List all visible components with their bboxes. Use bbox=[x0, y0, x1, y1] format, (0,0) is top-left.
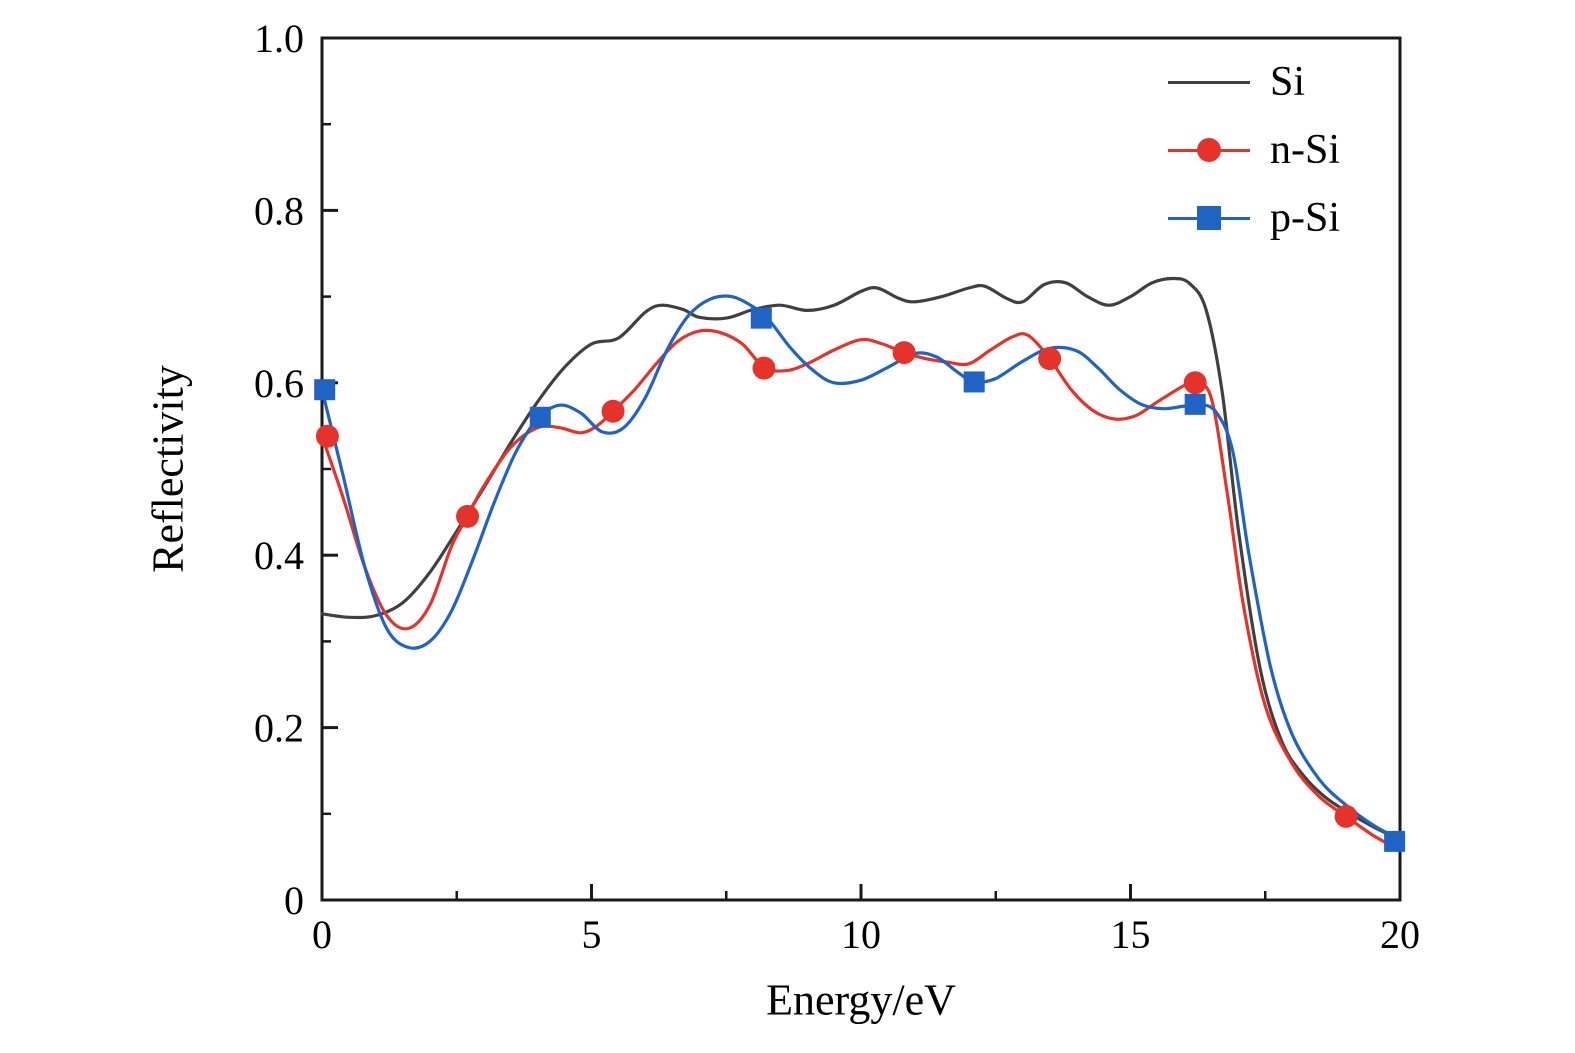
legend-label-p-si: p-Si bbox=[1270, 195, 1341, 241]
series-line-p-Si bbox=[320, 294, 1402, 842]
legend-item-p-si: p-Si bbox=[1168, 194, 1340, 242]
marker-square-p-Si bbox=[1384, 830, 1406, 852]
marker-square-p-Si bbox=[1184, 393, 1206, 415]
x-tick-label: 15 bbox=[1111, 912, 1151, 957]
x-tick-label: 5 bbox=[582, 912, 602, 957]
y-tick-label: 0 bbox=[284, 878, 304, 923]
marker-circle-n-Si bbox=[1334, 804, 1358, 828]
si-line-swatch bbox=[1168, 80, 1250, 84]
p-si-square-marker-icon bbox=[1197, 206, 1221, 230]
marker-square-p-Si bbox=[750, 307, 772, 329]
x-tick-label: 0 bbox=[312, 912, 332, 957]
y-axis-label: Reflectivity bbox=[143, 365, 193, 573]
y-tick-label: 0.4 bbox=[254, 533, 304, 578]
y-tick-label: 0.8 bbox=[254, 188, 304, 233]
marker-circle-n-Si bbox=[1038, 347, 1062, 371]
legend-label-si: Si bbox=[1270, 59, 1306, 105]
marker-square-p-Si bbox=[529, 406, 551, 428]
n-si-circle-marker-icon bbox=[1197, 138, 1221, 162]
x-tick-label: 20 bbox=[1380, 912, 1420, 957]
marker-circle-n-Si bbox=[315, 424, 339, 448]
marker-circle-n-Si bbox=[1183, 371, 1207, 395]
n-si-swatch bbox=[1168, 126, 1250, 174]
legend-label-n-si: n-Si bbox=[1270, 127, 1341, 173]
marker-square-p-Si bbox=[963, 371, 985, 393]
y-tick-label: 0.2 bbox=[254, 706, 304, 751]
y-tick-label: 0.6 bbox=[254, 361, 304, 406]
marker-circle-n-Si bbox=[752, 356, 776, 380]
marker-circle-n-Si bbox=[456, 504, 480, 528]
x-tick-label: 10 bbox=[841, 912, 881, 957]
legend-item-si: Si bbox=[1168, 58, 1340, 106]
marker-square-p-Si bbox=[314, 379, 336, 401]
marker-circle-n-Si bbox=[892, 341, 916, 365]
y-tick-label: 1.0 bbox=[254, 16, 304, 61]
marker-circle-n-Si bbox=[601, 399, 625, 423]
series-line-n-Si bbox=[320, 328, 1402, 852]
si-swatch bbox=[1168, 58, 1250, 106]
legend-item-n-si: n-Si bbox=[1168, 126, 1340, 174]
x-axis-label: Energy/eV bbox=[766, 975, 956, 1025]
legend: Si n-Si p-Si bbox=[1168, 58, 1340, 242]
p-si-swatch bbox=[1168, 194, 1250, 242]
series-line-Si bbox=[320, 276, 1402, 842]
